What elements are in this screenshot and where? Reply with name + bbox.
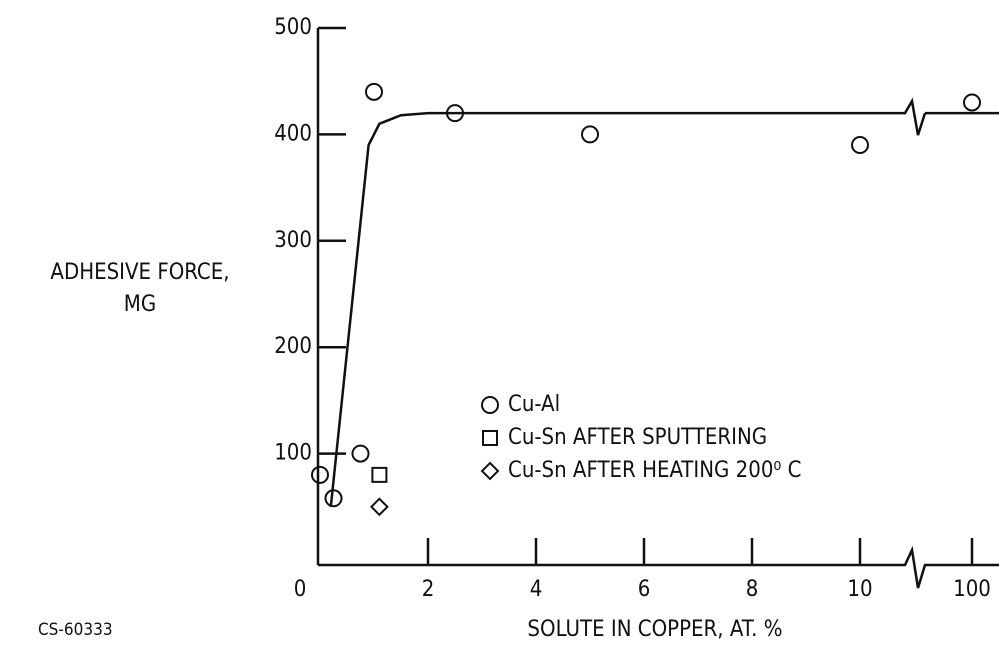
- legend-marker: [481, 396, 499, 414]
- x-tick-label: 2: [422, 577, 435, 602]
- legend-marker: [482, 430, 498, 446]
- y-tick-label: 100: [274, 441, 312, 466]
- x-tick-label: 8: [746, 577, 759, 602]
- fit-curve: [329, 97, 927, 507]
- data-point: [581, 125, 599, 144]
- legend-marker: [480, 461, 500, 481]
- data-point: [324, 489, 343, 508]
- data-point: [369, 497, 389, 517]
- y-axis-label: MG: [124, 292, 156, 317]
- data-point: [851, 136, 869, 155]
- legend-label: Cu-Sn AFTER SPUTTERING: [508, 425, 767, 450]
- x-tick-label: 4: [530, 577, 543, 602]
- x-tick-label: 6: [638, 577, 651, 602]
- y-tick-label: 200: [274, 334, 312, 359]
- legend-label: Cu-Sn AFTER HEATING 200⁰ C: [508, 458, 801, 483]
- data-point: [371, 466, 388, 483]
- y-tick-label: 300: [274, 228, 312, 253]
- y-tick-label: 400: [274, 121, 312, 146]
- legend-label: Cu-Al: [508, 392, 560, 417]
- x-tick-label: 100: [953, 577, 991, 602]
- y-axis-label: ADHESIVE FORCE,: [50, 260, 229, 285]
- data-point: [351, 444, 370, 463]
- y-tick-label: 500: [274, 15, 312, 40]
- data-point: [963, 93, 981, 112]
- x-axis: [318, 545, 999, 589]
- figure-code: CS-60333: [38, 620, 113, 640]
- x-tick-label: 0: [294, 577, 307, 602]
- data-point: [365, 82, 383, 101]
- x-axis-label: SOLUTE IN COPPER, AT. %: [527, 617, 782, 642]
- data-point: [311, 465, 329, 484]
- data-point: [446, 104, 464, 123]
- x-tick-label: 10: [847, 577, 872, 602]
